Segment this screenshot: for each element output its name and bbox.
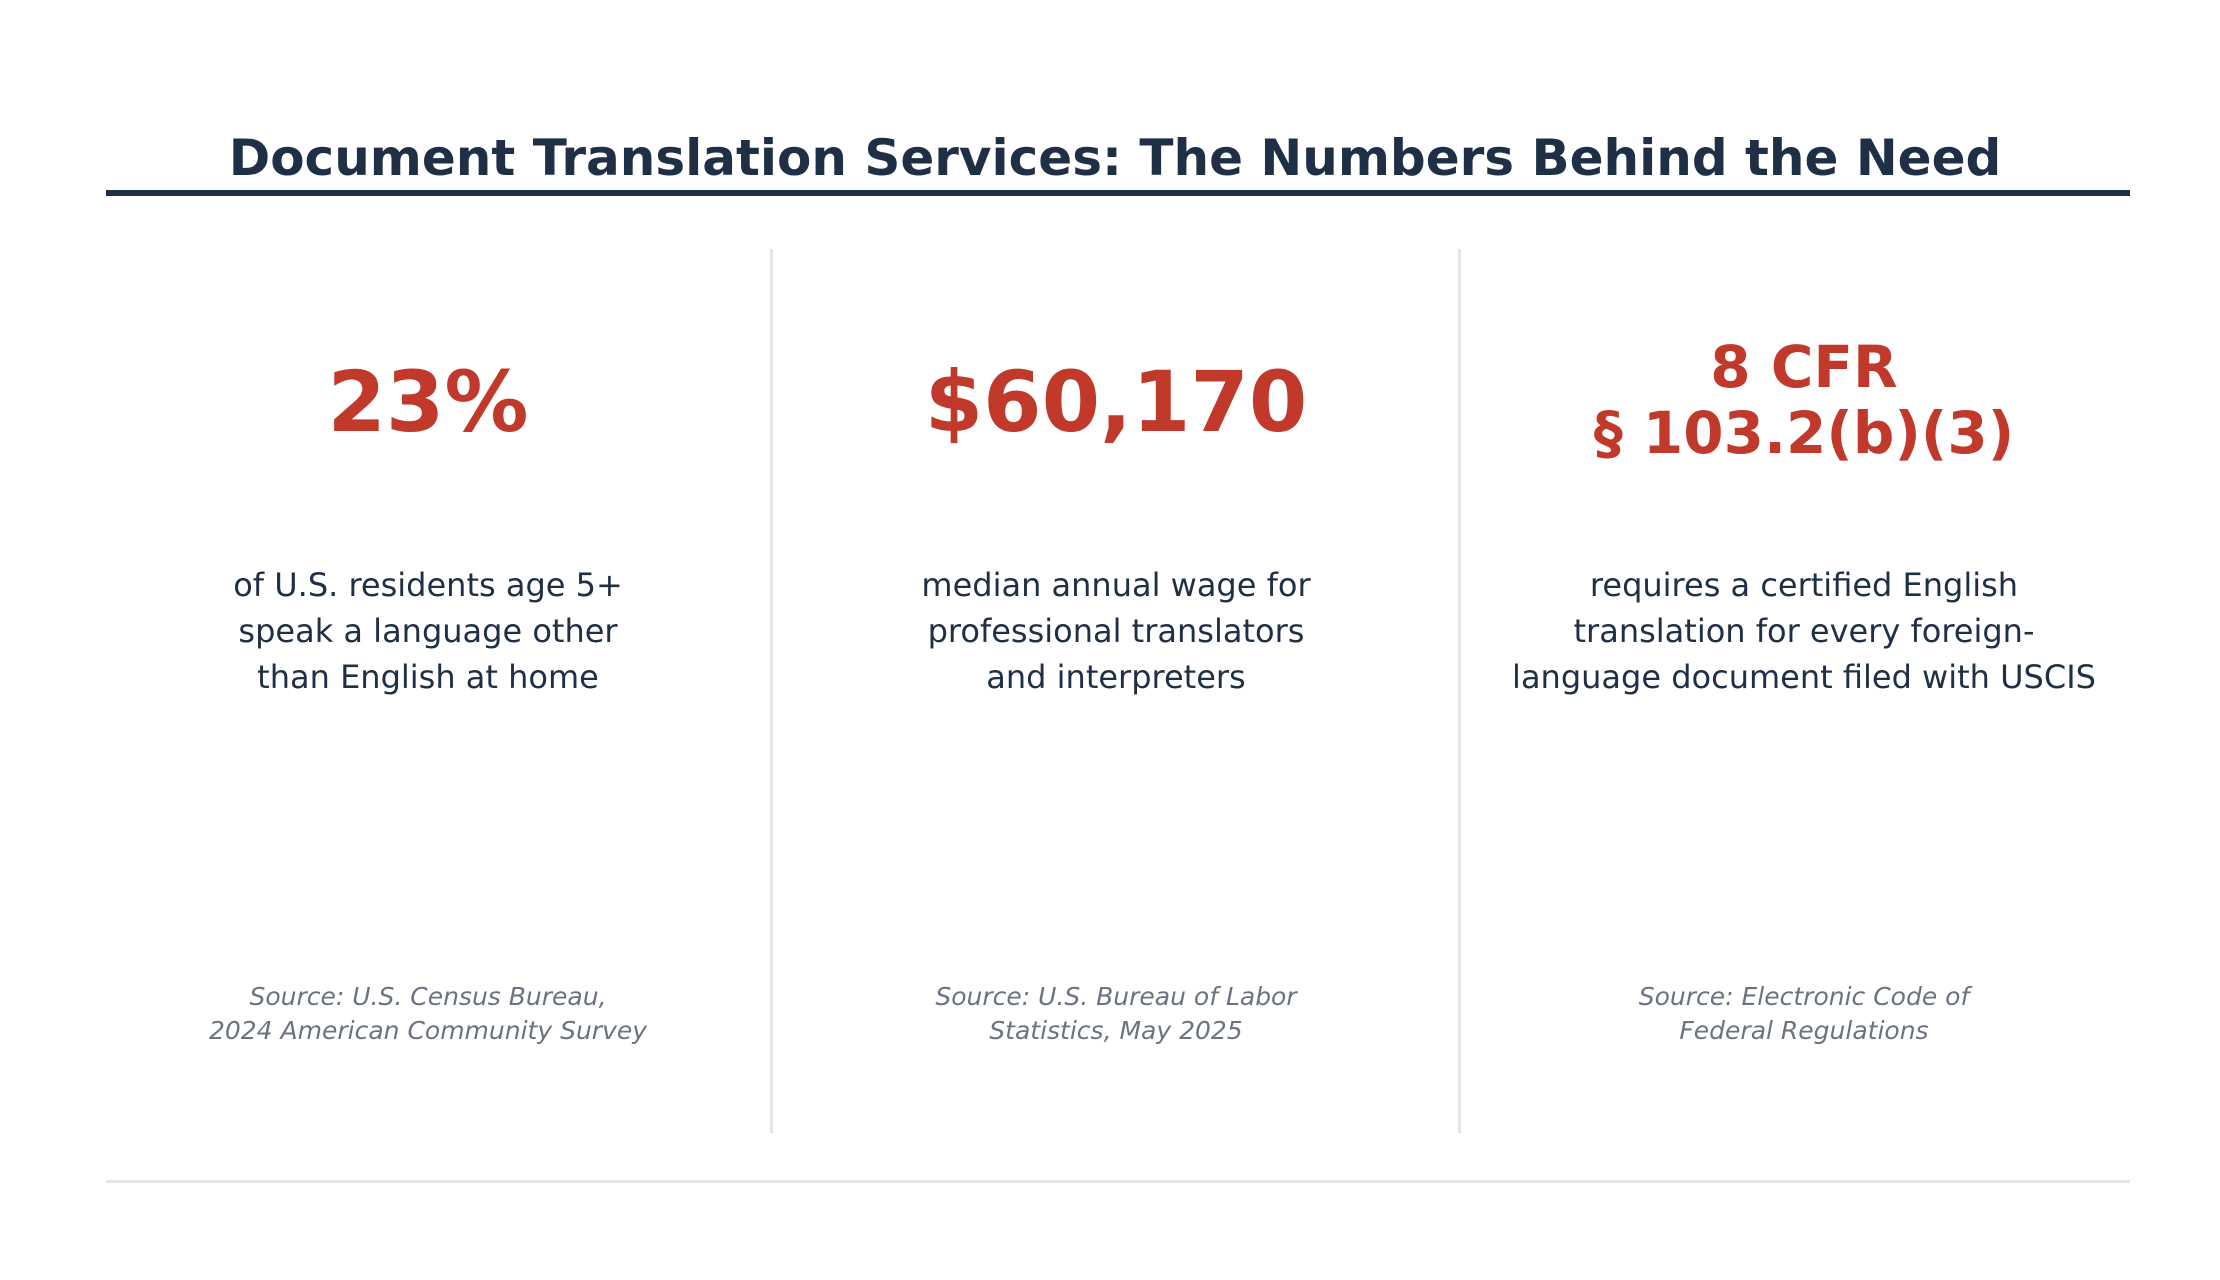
stat-description-line: language document filed with USCIS — [1512, 658, 2096, 696]
stat-description-line: and interpreters — [986, 658, 1246, 696]
stat-source: Source: Electronic Code of Federal Regul… — [1460, 980, 2148, 1048]
stat-source-line: Source: Electronic Code of — [1638, 982, 1970, 1011]
stat-column-wage: $60,170 median annual wage for professio… — [772, 0, 1460, 1280]
column-divider — [1458, 249, 1461, 1133]
stat-description: of U.S. residents age 5+ speak a languag… — [84, 562, 772, 700]
stat-source-line: Federal Regulations — [1679, 1016, 1929, 1045]
stat-value: 8 CFR § 103.2(b)(3) — [1460, 334, 2148, 466]
stat-description: median annual wage for professional tran… — [772, 562, 1460, 700]
stat-description: requires a certified English translation… — [1460, 562, 2148, 700]
stat-source-line: 2024 American Community Survey — [208, 1016, 648, 1045]
stat-value-line: § 103.2(b)(3) — [1593, 399, 2015, 467]
stat-description-line: than English at home — [257, 658, 599, 696]
footer-rule — [106, 1180, 2130, 1183]
stat-source-line: Source: U.S. Bureau of Labor — [935, 982, 1297, 1011]
stat-description-line: of U.S. residents age 5+ — [233, 566, 623, 604]
title-underline — [106, 190, 2130, 196]
stat-description-line: translation for every foreign- — [1573, 612, 2035, 650]
stat-value: $60,170 — [924, 353, 1308, 451]
stat-value: 23% — [327, 353, 529, 451]
stat-column-regulation: 8 CFR § 103.2(b)(3) requires a certified… — [1460, 0, 2148, 1280]
stat-source: Source: U.S. Census Bureau, 2024 America… — [84, 980, 772, 1048]
column-divider — [770, 249, 773, 1133]
stat-value-line: 8 CFR — [1710, 333, 1898, 401]
stat-description-line: requires a certified English — [1589, 566, 2019, 604]
stat-description-line: professional translators — [927, 612, 1305, 650]
stat-column-language: 23% of U.S. residents age 5+ speak a lan… — [84, 0, 772, 1280]
stat-source: Source: U.S. Bureau of Labor Statistics,… — [772, 980, 1460, 1048]
page-title: Document Translation Services: The Numbe… — [228, 129, 2002, 187]
stat-description-line: median annual wage for — [921, 566, 1311, 604]
stat-source-line: Statistics, May 2025 — [989, 1016, 1243, 1045]
stat-source-line: Source: U.S. Census Bureau, — [249, 982, 607, 1011]
stat-description-line: speak a language other — [238, 612, 618, 650]
